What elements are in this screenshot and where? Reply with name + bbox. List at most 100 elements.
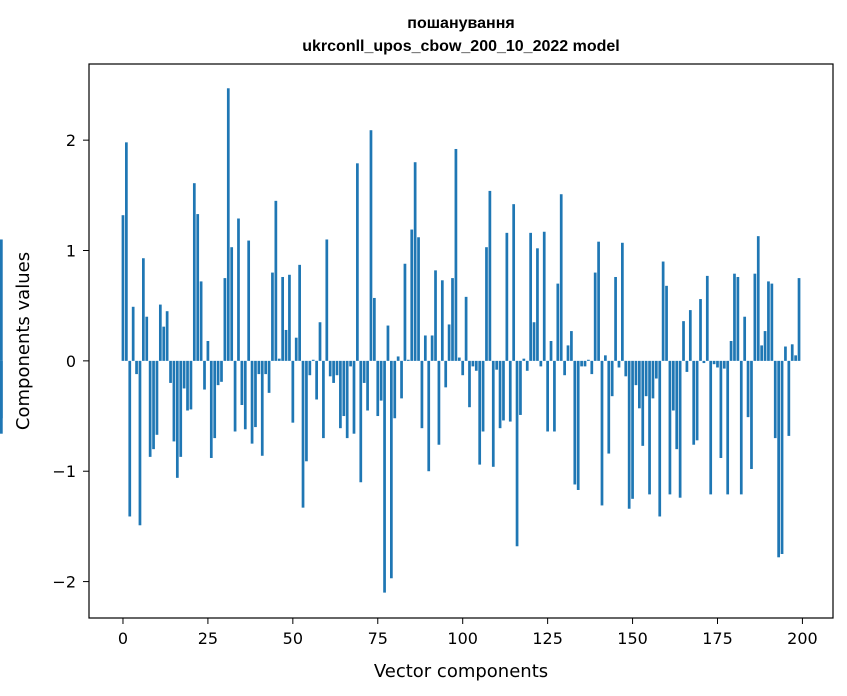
bar	[767, 281, 770, 361]
bar	[559, 194, 563, 361]
chart-subtitle: ukrconll_upos_cbow_200_10_2022 model	[302, 38, 619, 55]
bar	[125, 142, 128, 361]
bar	[457, 357, 461, 361]
bar	[335, 360, 339, 376]
bar	[716, 360, 719, 368]
bar	[142, 258, 145, 361]
bar	[678, 360, 682, 498]
bar	[648, 360, 651, 495]
bar	[634, 360, 638, 386]
bar	[712, 360, 716, 365]
bar	[135, 360, 138, 375]
bar	[750, 360, 753, 470]
bar	[274, 200, 278, 361]
bar	[597, 241, 600, 361]
bar	[437, 360, 441, 445]
bar	[600, 360, 604, 506]
bar	[318, 322, 322, 361]
bar	[444, 360, 448, 388]
bar	[199, 281, 203, 361]
bar	[522, 358, 526, 361]
bar	[220, 360, 223, 382]
bar	[182, 360, 186, 389]
bar	[726, 360, 730, 495]
bar	[175, 360, 179, 478]
x-tick-label: 75	[368, 629, 388, 648]
bar	[505, 232, 509, 361]
bar	[403, 263, 407, 361]
bar	[322, 360, 325, 439]
bar	[0, 239, 3, 361]
bar	[654, 360, 658, 379]
bar	[794, 355, 797, 361]
chart-title: пошанування	[407, 15, 514, 32]
bar	[515, 360, 519, 547]
bar	[267, 360, 271, 393]
bar	[580, 360, 583, 367]
bar	[668, 360, 672, 495]
bar	[671, 360, 675, 411]
bar	[186, 360, 189, 411]
bar	[192, 183, 196, 361]
bar	[631, 360, 634, 499]
bar	[746, 360, 750, 418]
bar	[621, 242, 624, 361]
bar	[362, 360, 366, 383]
bar	[413, 162, 417, 361]
bar	[451, 278, 454, 361]
bar	[512, 204, 516, 361]
bar	[699, 299, 702, 361]
bar	[743, 316, 747, 361]
bar	[172, 360, 176, 442]
plot-frame	[88, 63, 834, 619]
bar	[169, 360, 172, 383]
bar	[291, 360, 295, 423]
bar	[257, 360, 261, 375]
bar	[519, 360, 522, 415]
bar	[447, 324, 451, 361]
bar	[308, 360, 312, 376]
bar	[128, 360, 132, 517]
bar	[498, 360, 502, 429]
bar	[525, 360, 529, 371]
bar	[254, 360, 257, 428]
bar	[624, 360, 628, 377]
bar	[644, 360, 648, 397]
bar	[583, 360, 587, 367]
x-tick-label: 125	[532, 629, 563, 648]
bar	[390, 360, 393, 579]
bar	[294, 337, 298, 361]
bar	[536, 248, 539, 361]
bar	[692, 360, 696, 445]
y-tick-label: 1	[66, 242, 76, 261]
bar	[542, 231, 546, 361]
bar	[474, 360, 478, 371]
bar	[770, 283, 774, 361]
x-axis-ticks: 0 25 50 75 100 125 150 175 200	[118, 618, 818, 648]
bar	[488, 190, 492, 361]
bar	[695, 360, 699, 441]
bar	[688, 310, 692, 361]
bar	[315, 360, 318, 400]
bar	[440, 280, 444, 361]
bar	[549, 341, 553, 361]
y-tick-label: 0	[66, 352, 76, 371]
bar	[369, 130, 373, 361]
bar	[206, 341, 210, 361]
x-tick-label: 0	[118, 629, 128, 648]
bar	[230, 247, 234, 361]
y-axis-ticks: −2 −1 0 1 2	[52, 131, 89, 592]
bar	[454, 148, 458, 361]
bar	[797, 278, 801, 361]
bar	[301, 360, 305, 508]
bar	[131, 306, 135, 361]
bar	[393, 360, 397, 419]
bar	[638, 360, 641, 409]
bar	[277, 358, 281, 361]
bar	[284, 329, 288, 361]
bar	[570, 331, 573, 361]
bar	[226, 88, 230, 361]
bar	[379, 360, 383, 401]
